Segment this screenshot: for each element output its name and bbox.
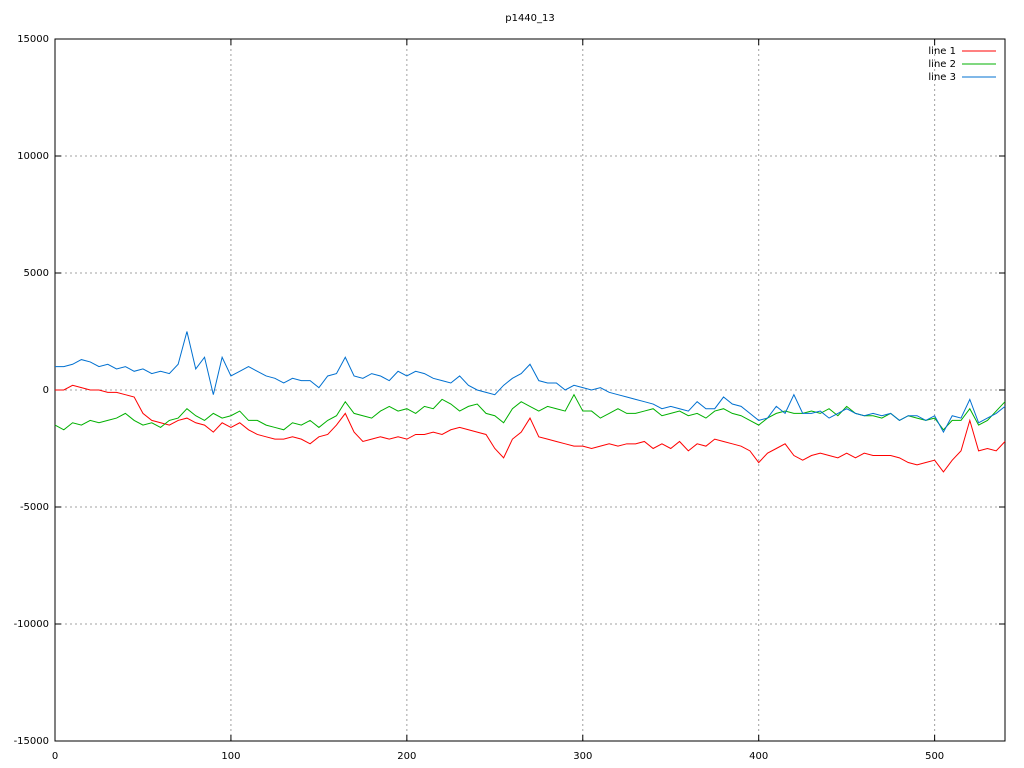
x-tick-label: 100	[221, 751, 240, 762]
y-tick-label: 0	[43, 385, 49, 396]
data-line	[54, 393, 1006, 431]
chart-title: p1440_13	[505, 13, 555, 24]
x-tick-label: 200	[397, 751, 416, 762]
x-tick-label: 300	[573, 751, 592, 762]
x-tick-label: 400	[749, 751, 768, 762]
legend-label: line 3	[928, 72, 956, 83]
y-tick-label: 5000	[24, 268, 49, 279]
y-tick-label: -5000	[20, 502, 49, 513]
data-line	[55, 384, 1006, 473]
y-tick-label: -15000	[14, 736, 49, 747]
y-tick-label: -10000	[14, 619, 49, 630]
x-tick-label: 500	[925, 751, 944, 762]
legend-label: line 1	[928, 46, 956, 57]
y-tick-label: 10000	[17, 151, 49, 162]
y-tick-label: 15000	[17, 34, 49, 45]
data-line	[55, 331, 1006, 434]
legend-label: line 2	[928, 59, 956, 70]
x-tick-label: 0	[52, 751, 58, 762]
